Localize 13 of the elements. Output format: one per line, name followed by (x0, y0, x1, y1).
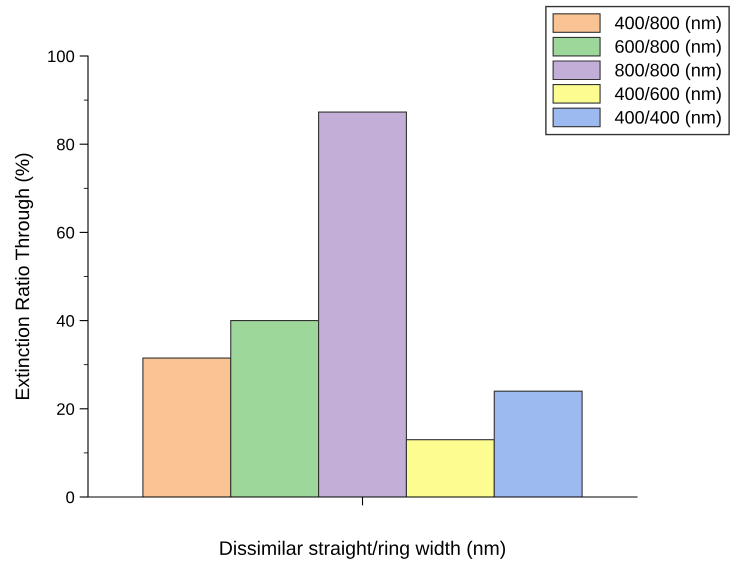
legend-label: 400/600 (nm) (614, 86, 721, 104)
y-tick-label: 40 (56, 315, 74, 327)
legend-label: 600/800 (nm) (615, 40, 721, 56)
y-tick-label: 80 (56, 138, 74, 150)
y-tick-label: 0 (66, 491, 74, 504)
y-tick-label: 60 (57, 226, 74, 239)
legend-label: 400/400 (nm) (614, 110, 721, 128)
legend-label: 400/800 (nm) (614, 16, 721, 33)
legend-label: 800/800 (nm) (615, 63, 721, 80)
y-axis-title: Extinction Ratio Through (%) (14, 154, 34, 400)
x-axis-title: Dissimilar straight/ring width (nm) (220, 540, 505, 559)
y-tick-label: 20 (57, 403, 74, 416)
y-tick-label: 100 (48, 50, 74, 62)
